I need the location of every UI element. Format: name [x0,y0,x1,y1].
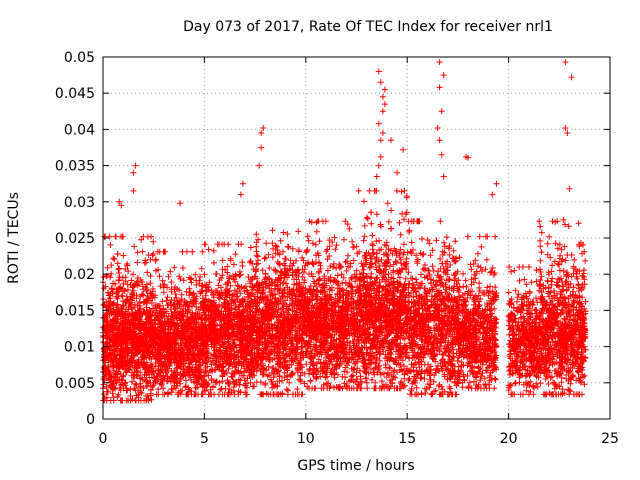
roti-outlier-point [377,79,384,86]
y-tick-label: 0.05 [64,50,95,66]
y-axis-label: ROTI / TECUs [6,192,22,284]
roti-outlier-point [400,146,407,153]
x-tick-label: 15 [398,431,416,447]
roti-outlier-point [118,202,125,209]
x-tick-labels: 0 5 10 15 20 25 [99,431,619,447]
roti-outlier-point [465,154,471,161]
roti-outlier-point [237,191,244,198]
roti-outlier-point [258,144,265,151]
roti-outlier-point [394,169,401,176]
roti-outlier-point [239,180,246,187]
roti-outlier-point [256,162,263,169]
roti-outlier-point [260,125,267,131]
roti-outlier-point [379,93,386,100]
chart-title: Day 073 of 2017, Rate Of TEC Index for r… [183,19,553,35]
roti-outlier-point [440,173,447,180]
y-tick-labels: 0 0.005 0.01 0.015 0.02 0.025 0.03 0.035 0.04 0.0… [55,50,95,428]
x-axis-label: GPS time / hours [297,458,414,474]
roti-outlier-point [566,185,573,192]
roti-outlier-point [493,180,500,187]
roti-outlier-point [564,130,571,136]
roti-outlier-point [436,59,443,66]
roti-outlier-point [560,216,567,223]
roti-outlier-point [132,162,139,169]
x-tick-label: 25 [601,431,619,447]
y-tick-label: 0.01 [64,340,95,356]
roti-outlier-point [116,198,123,205]
roti-outlier-point [379,130,386,136]
x-tick-label: 10 [297,431,315,447]
roti-outlier-point [381,86,388,93]
roti-outlier-point [388,137,394,144]
roti-outlier-point [177,200,184,207]
roti-outlier-point [438,151,445,158]
y-tick-label: 0 [86,412,95,428]
roti-outlier-point [436,84,443,91]
roti-outlier-point [375,162,382,169]
roti-outlier-point [562,59,569,66]
roti-outlier-point [130,169,137,176]
roti-outlier-point [375,120,382,127]
roti-outlier-point [436,137,443,144]
y-tick-label: 0.015 [55,303,95,319]
roti-outlier-point [562,125,569,131]
roti-outlier-point [373,173,380,180]
x-tick-label: 5 [200,431,209,447]
roti-outlier-point [568,74,575,81]
roti-outlier-point [377,137,384,144]
x-tick-label: 20 [500,431,518,447]
roti-outlier-point [377,153,384,160]
y-tick-label: 0.02 [64,267,95,283]
axis-ticks [102,56,611,420]
roti-outlier-point [379,108,386,115]
y-tick-label: 0.025 [55,231,95,247]
x-tick-label: 0 [99,431,108,447]
roti-outlier-point [258,130,265,136]
roti-outlier-point [375,68,382,75]
y-tick-label: 0.035 [55,159,95,175]
roti-outlier-point [489,191,496,198]
roti-outlier-point [130,187,137,194]
data-points [100,59,589,404]
roti-outlier-point [434,125,441,131]
y-tick-label: 0.005 [55,376,95,392]
roti-outlier-point [381,101,388,108]
y-tick-label: 0.03 [64,195,95,211]
roti-outlier-point [438,108,445,115]
roti-outlier-point [440,72,447,79]
y-tick-label: 0.045 [55,86,95,102]
y-tick-label: 0.04 [64,122,95,138]
roti-point-cloud [100,187,589,404]
